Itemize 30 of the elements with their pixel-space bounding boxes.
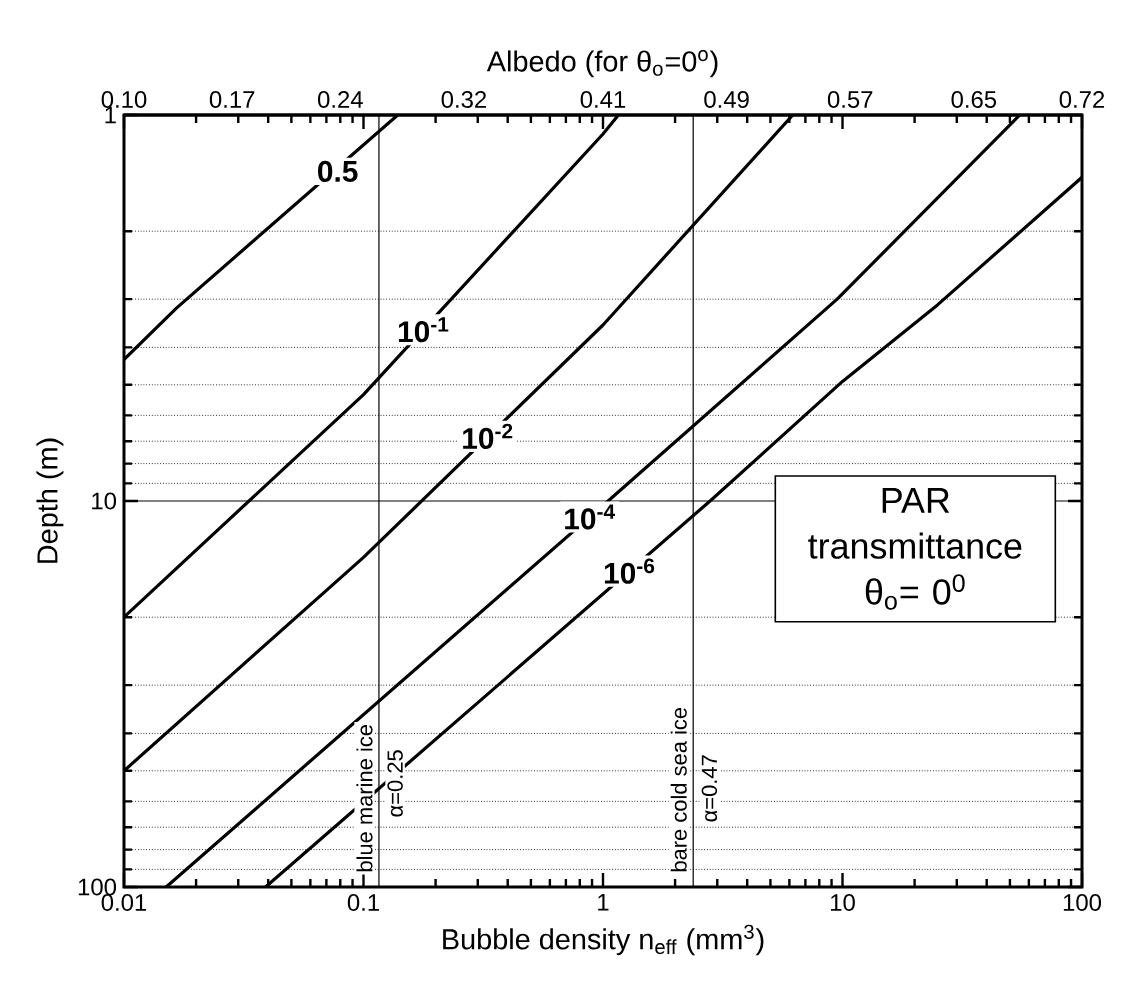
x2-tick-label: 0.17	[209, 91, 255, 108]
annotation: 10$^{-2}$	[463, 423, 513, 449]
x-tick-label: 0.1	[347, 894, 379, 911]
annotation: α=0.47	[701, 755, 718, 822]
annotation: α=0.25	[387, 750, 403, 817]
x2-tick-label: 0.10	[101, 91, 147, 108]
annotation: PAR transmittance θ$_{o}$= 0$^{0}$	[808, 487, 1022, 610]
y-tick-label: 1	[105, 106, 116, 124]
x2-tick-label: 0.32	[441, 91, 486, 108]
x2-tick-label: 0.24	[317, 91, 363, 108]
x-tick-label: 10	[831, 894, 855, 911]
y-tick-label: 100	[78, 878, 117, 896]
annotation: 0.5	[318, 160, 358, 182]
x2-axis-title: Albedo (for θ$_{o}$=0$^{o}$)	[486, 50, 718, 78]
y-axis-title: Depth (m)	[36, 438, 64, 563]
x2-tick-label: 0.72	[1059, 91, 1105, 108]
x-tick-label: 0.01	[101, 894, 147, 911]
x2-tick-label: 0.41	[580, 91, 626, 108]
x-tick-label: 100	[1063, 894, 1102, 911]
x-axis-title: Bubble density n$_{eff}$ (mm$^{3}$)	[443, 924, 764, 956]
x2-tick-label: 0.57	[827, 91, 873, 108]
x2-tick-label: 0.49	[704, 91, 749, 108]
x-tick-label: 1	[598, 894, 609, 911]
ref-line-label: bare cold sea ice	[670, 707, 687, 872]
annotation: 10$^{-4}$	[565, 504, 615, 530]
y-tick-label: 10	[92, 492, 117, 510]
ref-line-label: blue marine ice	[356, 725, 373, 872]
x2-tick-label: 0.65	[951, 91, 997, 108]
annotation: 10$^{-1}$	[398, 317, 449, 343]
annotation: 10$^{-6}$	[604, 558, 655, 584]
